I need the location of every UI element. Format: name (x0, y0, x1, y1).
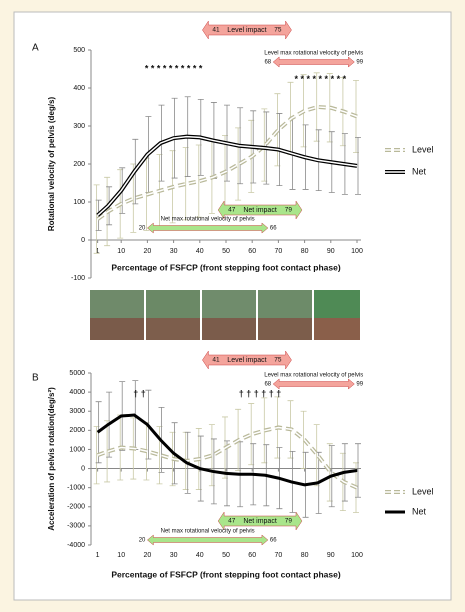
x-tick-label: 10 (117, 248, 125, 255)
x-tick-label: 60 (248, 552, 256, 559)
y-tick-label: 3000 (69, 408, 85, 415)
range-label: Level impact (227, 357, 266, 364)
series-line-inner (97, 106, 358, 220)
x-tick-label: 90 (327, 248, 335, 255)
x-tick-label: 40 (196, 552, 204, 559)
y-axis-label: Rotational velocity of pelvis (deg/s) (47, 97, 56, 232)
x-tick-label: 100 (351, 248, 363, 255)
range-arrow (217, 511, 303, 531)
range-end: 75 (274, 357, 282, 364)
range-arrow (202, 20, 292, 40)
range-label: Net max rotational velocity of pelvis (161, 529, 255, 535)
x-tick-label: 100 (351, 552, 363, 559)
y-tick-label: 400 (73, 85, 85, 92)
significance-mark: † † (133, 388, 146, 398)
x-axis-label: Percentage of FSFCP (front stepping foot… (111, 262, 341, 272)
series-line-inner (97, 426, 358, 489)
y-tick-label: 500 (73, 47, 85, 54)
significance-mark: * * * * * * * * * * (145, 63, 203, 73)
y-axis-label: Acceleration of pelvis rotation(deg/s²) (47, 387, 56, 531)
y-tick-label: -3000 (67, 523, 85, 530)
legend-label: Net (412, 506, 427, 516)
range-arrow (272, 56, 355, 68)
range-start: 47 (228, 518, 236, 525)
x-tick-label: 70 (275, 248, 283, 255)
y-tick-label: 200 (73, 161, 85, 168)
range-label: Level max rotational velocity of pelvis (264, 373, 363, 379)
y-tick-label: 300 (73, 123, 85, 130)
x-tick-label: 20 (144, 248, 152, 255)
x-tick-label: 70 (275, 552, 283, 559)
range-start: 41 (212, 357, 220, 364)
error-bar (93, 184, 100, 254)
y-tick-label: 0 (81, 237, 85, 244)
y-tick-label: -100 (71, 275, 85, 282)
legend-label: Level (412, 486, 434, 496)
range-start: 20 (139, 538, 146, 544)
error-bar (355, 443, 361, 498)
y-tick-label: 0 (81, 465, 85, 472)
range-start: 20 (139, 226, 146, 232)
range-end: 79 (285, 207, 293, 214)
y-tick-label: 5000 (69, 370, 85, 377)
x-tick-label: 30 (170, 552, 178, 559)
range-end: 66 (270, 538, 277, 544)
error-bar (355, 137, 361, 195)
x-tick-label: 80 (301, 552, 309, 559)
x-tick-label: 10 (117, 552, 125, 559)
x-tick-label: 1 (96, 552, 100, 559)
x-tick-label: 60 (248, 248, 256, 255)
significance-mark: * * * * * * * * * (295, 74, 347, 84)
range-start: 68 (264, 60, 271, 66)
range-start: 41 (212, 27, 220, 34)
y-tick-label: -4000 (67, 542, 85, 549)
x-tick-label: 30 (170, 248, 178, 255)
range-arrow (217, 200, 303, 220)
range-end: 99 (356, 382, 363, 388)
x-axis-label: Percentage of FSFCP (front stepping foot… (111, 569, 341, 579)
range-end: 75 (274, 27, 282, 34)
legend-label: Net (412, 166, 427, 176)
photo-strip (90, 290, 360, 340)
x-tick-label: 50 (222, 552, 230, 559)
x-tick-label: 40 (196, 248, 204, 255)
range-label: Level impact (227, 27, 266, 34)
y-tick-label: 1000 (69, 446, 85, 453)
range-end: 99 (356, 60, 363, 66)
x-tick-label: 80 (301, 248, 309, 255)
range-end: 66 (270, 226, 277, 232)
panel-label: A (32, 43, 39, 54)
range-label: Net max rotational velocity of pelvis (161, 217, 255, 223)
y-tick-label: -1000 (67, 485, 85, 492)
x-tick-label: 20 (144, 552, 152, 559)
range-label: Level max rotational velocity of pelvis (264, 51, 363, 57)
range-label: Net impact (243, 207, 277, 214)
x-tick-label: 50 (222, 248, 230, 255)
series-line-inner (97, 135, 358, 216)
range-start: 47 (228, 207, 236, 214)
range-label: Net impact (243, 518, 277, 525)
range-arrow (272, 378, 355, 390)
y-tick-label: -2000 (67, 504, 85, 511)
x-tick-label: 90 (327, 552, 335, 559)
series-line (96, 413, 358, 487)
panel-label: B (32, 373, 39, 384)
y-tick-label: 4000 (69, 389, 85, 396)
range-arrow (147, 222, 269, 234)
legend-label: Level (412, 144, 434, 154)
y-tick-label: 100 (73, 199, 85, 206)
range-start: 68 (264, 382, 271, 388)
range-end: 79 (285, 518, 293, 525)
y-tick-label: 2000 (69, 427, 85, 434)
range-arrow (202, 350, 292, 370)
x-tick-label: 1 (96, 248, 100, 255)
significance-mark: † † † † † † (239, 388, 282, 398)
range-arrow (147, 534, 269, 546)
